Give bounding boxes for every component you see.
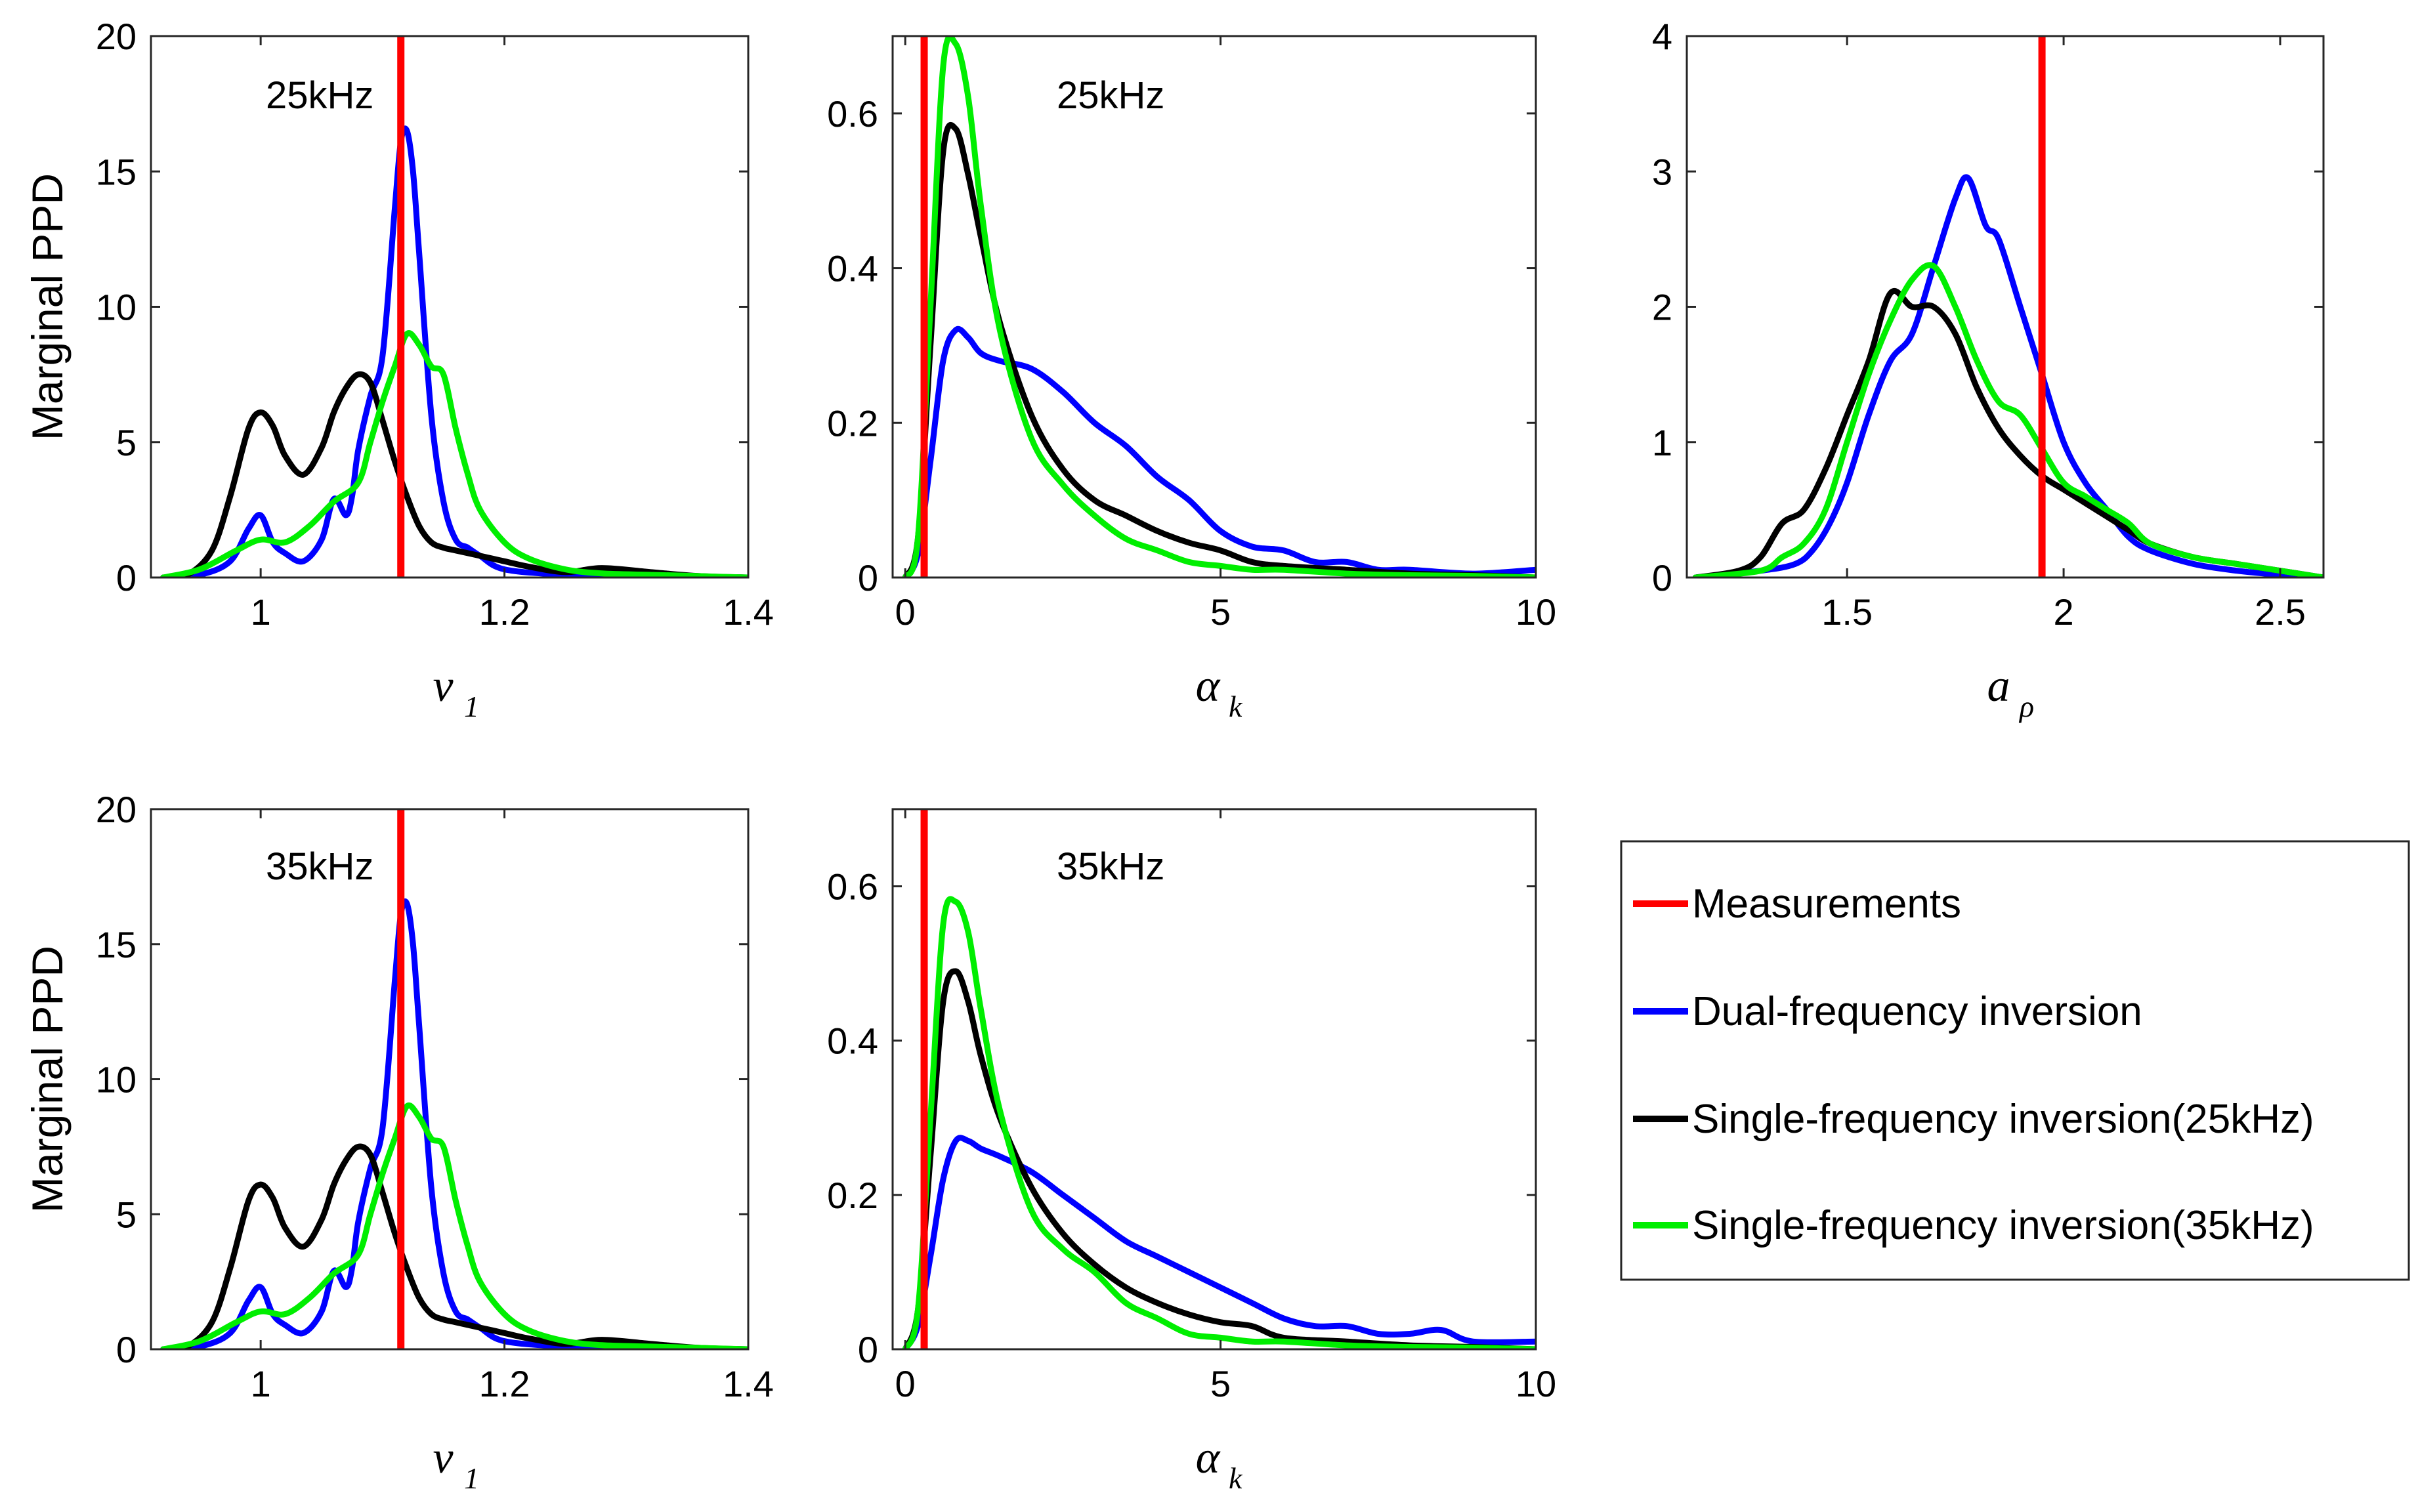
- frequency-annotation: 35kHz: [1057, 845, 1164, 888]
- plot-area: [150, 808, 750, 1351]
- y-tick-label: 0.6: [827, 866, 878, 908]
- y-tick-label: 0: [858, 557, 878, 598]
- plot-area: [891, 35, 1537, 579]
- y-tick-label: 5: [116, 422, 137, 463]
- plot-area: [150, 35, 750, 579]
- series-line-dual: [902, 326, 1536, 578]
- series-group: [1692, 174, 2323, 578]
- series-line-single25: [160, 1143, 748, 1349]
- legend: Measurements Dual-frequency inversion Si…: [1620, 840, 2410, 1281]
- x-axis-label: v: [433, 661, 454, 711]
- x-axis-label-subscript: ρ: [2018, 690, 2034, 723]
- series-line-single25: [160, 371, 748, 578]
- x-axis-label: a: [1987, 661, 2010, 711]
- chart-bottom-middle: 0 5 10 0 0.2 0.4 0.6 α k 35kHz: [827, 808, 1556, 1495]
- y-tick-label: 15: [96, 151, 137, 192]
- y-tick-label: 10: [96, 287, 137, 328]
- y-tick-label: 20: [96, 789, 137, 830]
- x-tick-label: 0: [895, 1363, 916, 1404]
- y-tick-label: 0.2: [827, 402, 878, 444]
- y-tick-label: 1: [1652, 422, 1672, 463]
- frequency-annotation: 35kHz: [266, 845, 373, 888]
- y-tick-label: 5: [116, 1194, 137, 1235]
- legend-label-dual: Dual-frequency inversion: [1692, 989, 2142, 1034]
- frequency-annotation: 25kHz: [266, 74, 373, 117]
- series-line-dual: [1692, 174, 2323, 578]
- frequency-annotation: 25kHz: [1057, 74, 1164, 117]
- plot-area: [891, 808, 1537, 1351]
- x-axis-label-subscript: 1: [464, 1461, 479, 1495]
- y-tick-label: 0.4: [827, 248, 878, 289]
- y-tick-label: 0.6: [827, 93, 878, 135]
- x-tick-label: 10: [1516, 591, 1556, 633]
- series-group: [160, 125, 748, 578]
- axes-frame: [891, 808, 1537, 1351]
- y-tick-label: 0.2: [827, 1175, 878, 1216]
- x-axis-label: α: [1196, 661, 1221, 711]
- x-tick-label: 10: [1516, 1363, 1556, 1404]
- y-tick-label: 3: [1652, 151, 1672, 192]
- chart-top-middle: 0 5 10 0 0.2 0.4 0.6 α k 25kHz: [827, 35, 1556, 723]
- y-tick-label: 2: [1652, 287, 1672, 328]
- series-group: [902, 36, 1536, 578]
- y-tick-label: 0.4: [827, 1020, 878, 1062]
- x-tick-label: 1.5: [1821, 591, 1873, 633]
- plot-area: [1686, 35, 2325, 579]
- series-line-single35: [160, 330, 748, 578]
- y-tick-label: 0: [116, 557, 137, 598]
- series-line-dual: [902, 1135, 1536, 1349]
- y-tick-label: 20: [96, 16, 137, 57]
- y-tick-label: 15: [96, 924, 137, 965]
- legend-label-measurement: Measurements: [1692, 881, 1961, 927]
- x-tick-label: 5: [1210, 1363, 1231, 1404]
- x-tick-label: 1.4: [723, 591, 774, 633]
- x-tick-label: 0: [895, 591, 916, 633]
- x-tick-label: 1: [251, 1363, 271, 1404]
- series-group: [160, 898, 748, 1349]
- x-axis-label: v: [433, 1433, 454, 1483]
- axes-frame: [891, 35, 1537, 579]
- x-tick-label: 1: [251, 591, 271, 633]
- x-tick-label: 1.2: [479, 1363, 530, 1404]
- x-tick-label: 2: [2054, 591, 2074, 633]
- x-axis-label-subscript: 1: [464, 690, 479, 723]
- chart-top-right: 1.5 2 2.5 0 1 2 3 4 a ρ: [1652, 16, 2325, 723]
- series-line-single25: [902, 968, 1536, 1349]
- series-line-single35: [160, 1102, 748, 1349]
- legend-box: [1620, 840, 2410, 1281]
- y-axis-label: Marginal PPD: [23, 946, 72, 1213]
- y-tick-label: 4: [1652, 16, 1672, 57]
- y-tick-label: 0: [116, 1329, 137, 1370]
- y-axis-label: Marginal PPD: [23, 173, 72, 440]
- x-axis-label: α: [1196, 1433, 1221, 1483]
- series-line-single35: [1692, 262, 2323, 578]
- legend-label-single35: Single-frequency inversion(35kHz): [1692, 1203, 2314, 1248]
- x-tick-label: 1.4: [723, 1363, 774, 1404]
- y-tick-label: 10: [96, 1059, 137, 1101]
- series-line-single35: [902, 896, 1536, 1349]
- series-group: [902, 896, 1536, 1349]
- legend-label-single25: Single-frequency inversion(25kHz): [1692, 1097, 2314, 1142]
- series-line-single35: [902, 36, 1536, 578]
- x-tick-label: 2.5: [2255, 591, 2306, 633]
- x-axis-label-subscript: k: [1229, 1461, 1243, 1495]
- x-tick-label: 5: [1210, 591, 1231, 633]
- x-axis-label-subscript: k: [1229, 690, 1243, 723]
- x-tick-label: 1.2: [479, 591, 530, 633]
- y-tick-label: 0: [858, 1329, 878, 1370]
- y-tick-label: 0: [1652, 557, 1672, 598]
